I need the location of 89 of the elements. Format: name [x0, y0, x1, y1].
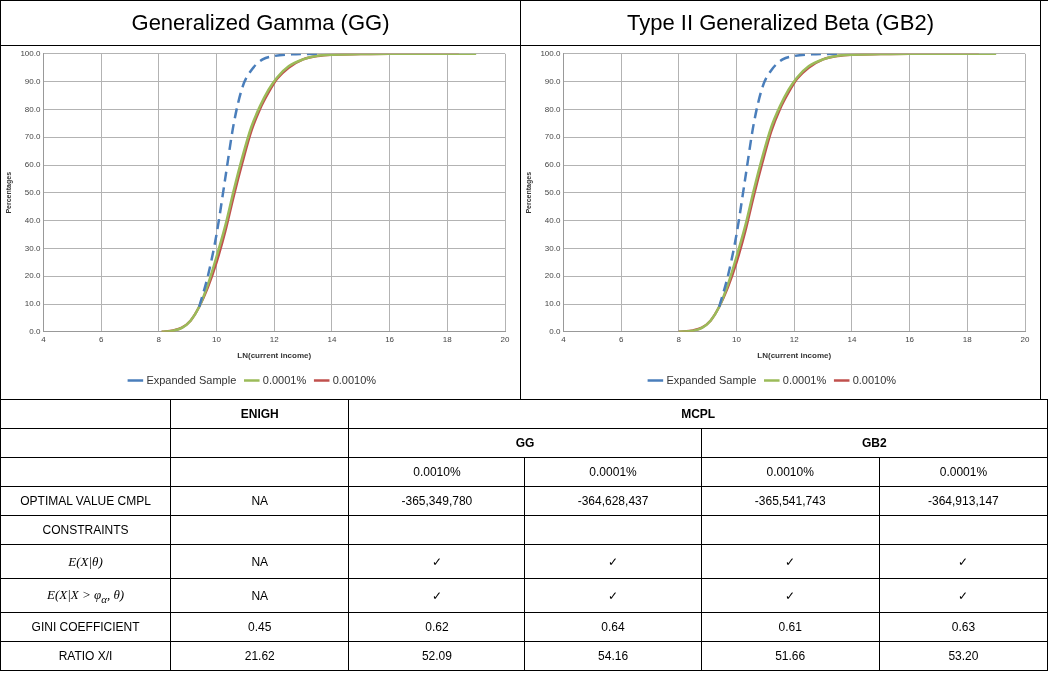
y-tick-label: 80.0 [544, 104, 561, 114]
text: GB2 [701, 428, 1048, 458]
text: 0.64 [601, 620, 625, 634]
text: GG [348, 428, 702, 458]
x-tick-label: 16 [385, 334, 395, 344]
y-tick-label: 90.0 [544, 76, 561, 86]
x-tick-label: 10 [212, 334, 222, 344]
text: -364,628,437 [577, 494, 649, 508]
y-tick-label: 60.0 [544, 160, 561, 170]
text: ✓ [431, 554, 442, 569]
x-tick-label: 18 [442, 334, 453, 344]
text: MCPL [348, 399, 1048, 429]
category-label: E(X|θ) [68, 553, 103, 569]
y-tick-label: 20.0 [544, 271, 561, 281]
text: -365,349,780 [401, 494, 473, 508]
category-label: E(X|X > φ$_{α}$, θ) [47, 586, 125, 605]
category-label: 0.0001% [524, 457, 702, 487]
y-tick-label: 10.0 [24, 299, 41, 309]
text: ✓ [958, 554, 969, 569]
x-tick-label: 12 [789, 334, 800, 344]
text: 53.20 [948, 649, 979, 663]
text: 0.63 [951, 620, 976, 634]
y-tick-label: 10.0 [544, 299, 561, 309]
x-tick-label: 14 [327, 334, 337, 344]
legend-label: 0.0010% [852, 373, 897, 386]
text: ✓ [431, 588, 442, 603]
text: 0.45 [248, 620, 272, 634]
text: ✓ [958, 588, 969, 603]
y-tick-label: 30.0 [24, 243, 41, 253]
y-tick-label: 50.0 [24, 188, 41, 197]
text: ✓ [608, 588, 619, 603]
y-tick-label: 60.0 [24, 160, 41, 170]
x-tick-label: 16 [905, 334, 915, 344]
legend-label: Expanded Sample [146, 373, 237, 386]
x-tick-label: 6 [618, 334, 624, 344]
x-tick-label: 4 [561, 334, 567, 344]
x-tick-label: 14 [847, 334, 857, 344]
text: NA [251, 554, 269, 569]
text: 54.16 [598, 649, 629, 663]
text: ✓ [785, 554, 796, 569]
x-tick-label: 8 [676, 334, 682, 344]
chart-title: Type II Generalized Beta (GB2) [521, 1, 1040, 46]
legend-label: 0.0010% [332, 373, 377, 386]
category-label: CONSTRAINTS [42, 523, 129, 537]
y-tick-label: 40.0 [24, 215, 41, 225]
category-label: GINI COEFFICIENT [31, 620, 140, 634]
text: ✓ [785, 588, 796, 603]
text: NA [251, 588, 269, 603]
y-tick-label: 0.0 [29, 327, 41, 336]
legend-label: Expanded Sample [666, 373, 757, 386]
legend-label: 0.0001% [262, 373, 307, 386]
x-tick-label: 20 [1020, 334, 1030, 344]
y-tick-label: 20.0 [24, 271, 41, 281]
text: -364,913,147 [928, 494, 999, 508]
y-tick-label: 0.0 [549, 327, 561, 336]
y-tick-label: 100.0 [20, 49, 41, 58]
category-label: 0.0001% [879, 457, 1048, 487]
y-tick-label: 80.0 [24, 104, 41, 114]
text: 21.62 [244, 649, 275, 663]
text: 52.09 [421, 649, 452, 663]
x-tick-label: 20 [500, 334, 510, 344]
y-tick-label: 100.0 [540, 49, 561, 58]
y-tick-label: 40.0 [544, 215, 561, 225]
category-label: 0.0010% [701, 457, 880, 487]
text: 0.62 [425, 620, 449, 634]
text: -365,541,743 [754, 494, 826, 508]
x-tick-label: 10 [732, 334, 742, 344]
x-tick-label: 8 [156, 334, 162, 344]
y-tick-label: 70.0 [24, 132, 41, 142]
chart-title: Generalized Gamma (GG) [1, 1, 520, 46]
x-axis-title: LN(current income) [237, 351, 312, 361]
x-tick-label: 6 [98, 334, 104, 344]
y-tick-label: 90.0 [24, 76, 41, 86]
y-tick-label: 70.0 [544, 132, 561, 142]
text: ✓ [608, 554, 619, 569]
text: 0.61 [778, 620, 802, 634]
x-tick-label: 12 [269, 334, 280, 344]
category-label: OPTIMAL VALUE CMPL [20, 494, 151, 508]
text: NA [251, 494, 269, 508]
x-tick-label: 18 [962, 334, 973, 344]
category-label: ENIGH [170, 399, 349, 429]
y-tick-label: 50.0 [544, 188, 561, 197]
text: 51.66 [775, 649, 806, 663]
x-tick-label: 4 [41, 334, 47, 344]
legend-label: 0.0001% [782, 373, 827, 386]
category-label: RATIO X/I [58, 649, 113, 663]
x-axis-title: LN(current income) [757, 351, 832, 361]
category-label: 0.0010% [348, 457, 525, 487]
y-tick-label: 30.0 [544, 243, 561, 253]
